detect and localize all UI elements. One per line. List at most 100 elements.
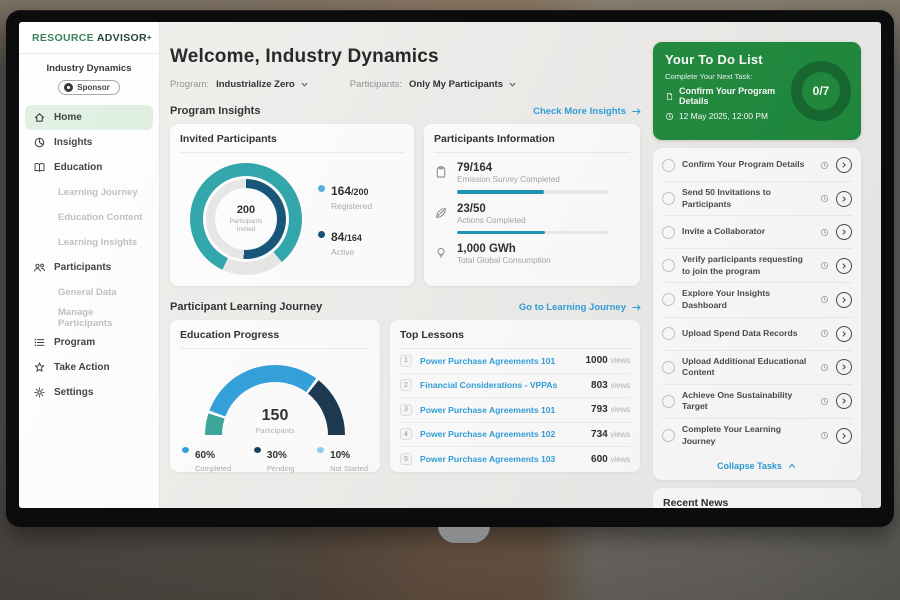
- participants-select-value: Only My Participants: [409, 79, 503, 90]
- completed-value: 60%: [195, 450, 216, 461]
- sidebar-item-label: Education: [54, 162, 103, 173]
- task-checkbox[interactable]: [662, 158, 675, 172]
- sidebar-item-learning-insights[interactable]: Learning Insights: [25, 230, 153, 255]
- clock-icon: [665, 112, 674, 121]
- task-row-explore-insights[interactable]: Explore Your Insights Dashboard: [662, 283, 852, 318]
- not-started-label: Not Started: [330, 464, 368, 473]
- active-dot-icon: [318, 230, 325, 238]
- registered-dot-icon: [318, 184, 325, 192]
- chevron-right-icon: [840, 330, 848, 338]
- education-icon: [33, 161, 46, 174]
- sidebar-item-label: Learning Insights: [58, 237, 138, 248]
- active-value: 84: [331, 229, 345, 244]
- org-name: Industry Dynamics: [46, 63, 132, 74]
- task-go-button[interactable]: [836, 224, 852, 241]
- legend-pending: 30% Pending: [253, 445, 295, 473]
- task-go-button[interactable]: [836, 359, 852, 376]
- brand-logo: RESOURCE ADVISOR +: [19, 22, 159, 54]
- sidebar-item-label: Home: [54, 112, 82, 123]
- task-checkbox[interactable]: [662, 192, 675, 206]
- check-more-insights-link[interactable]: Check More Insights: [533, 106, 642, 117]
- dashboard-screen: RESOURCE ADVISOR + Industry Dynamics Spo…: [19, 22, 881, 508]
- sidebar-item-label: Manage Participants: [58, 306, 113, 329]
- sidebar-item-settings[interactable]: Settings: [25, 380, 153, 405]
- lesson-link[interactable]: Power Purchase Agreements 101: [420, 404, 556, 415]
- task-go-button[interactable]: [836, 291, 852, 308]
- todo-task-list: Confirm Your Program Details Send 50 Inv…: [653, 148, 861, 481]
- completed-dot-icon: [182, 447, 189, 453]
- sidebar-item-manage-participants[interactable]: Manage Participants: [25, 305, 153, 330]
- go-to-learning-journey-link[interactable]: Go to Learning Journey: [519, 302, 642, 313]
- task-go-button[interactable]: [836, 427, 852, 444]
- sidebar-item-label: Education Content: [58, 212, 143, 223]
- lesson-link[interactable]: Power Purchase Agreements 101: [420, 355, 556, 366]
- invited-donut-inner: 200 Participants Invited: [206, 179, 286, 259]
- lesson-rank: 5: [400, 453, 412, 466]
- sidebar-item-learning-journey[interactable]: Learning Journey: [25, 180, 153, 205]
- program-icon: [33, 336, 46, 349]
- task-label: Upload Additional Educational Content: [682, 355, 807, 378]
- task-row-upload-educational-content[interactable]: Upload Additional Educational Content: [662, 351, 852, 385]
- task-checkbox[interactable]: [662, 259, 675, 273]
- sidebar-item-take-action[interactable]: Take Action: [25, 355, 153, 380]
- invited-participants-card: Invited Participants 200 Participants In…: [170, 124, 414, 286]
- not-started-value: 10%: [330, 450, 351, 461]
- task-go-button[interactable]: [836, 190, 852, 207]
- program-insights-header: Program Insights Check More Insights: [170, 105, 642, 117]
- clock-icon: [820, 295, 829, 304]
- task-checkbox[interactable]: [662, 293, 675, 307]
- registered-label: Registered: [331, 200, 373, 211]
- todo-summary-card: Your To Do List Complete Your Next Task:…: [653, 42, 861, 140]
- task-row-achieve-target[interactable]: Achieve One Sustainability Target: [662, 385, 852, 419]
- clock-icon: [820, 397, 829, 406]
- task-row-confirm-program[interactable]: Confirm Your Program Details: [662, 149, 852, 182]
- lesson-rank: 3: [400, 403, 412, 416]
- task-row-verify-participants[interactable]: Verify participants requesting to join t…: [662, 249, 852, 284]
- pending-dot-icon: [253, 447, 261, 453]
- task-go-button[interactable]: [836, 157, 852, 173]
- program-select[interactable]: Industrialize Zero: [216, 79, 309, 90]
- sidebar-item-education-content[interactable]: Education Content: [25, 205, 153, 230]
- chevron-right-icon: [840, 363, 848, 371]
- sidebar-item-program[interactable]: Program: [25, 330, 153, 355]
- task-checkbox[interactable]: [662, 394, 675, 408]
- sidebar-item-home[interactable]: Home: [25, 105, 153, 130]
- task-row-upload-spend-data[interactable]: Upload Spend Data Records: [662, 318, 852, 351]
- task-checkbox[interactable]: [662, 429, 675, 443]
- task-label: Complete Your Learning Journey: [682, 423, 781, 446]
- collapse-tasks-label: Collapse Tasks: [717, 460, 782, 471]
- task-go-button[interactable]: [836, 257, 852, 274]
- task-go-button[interactable]: [836, 393, 852, 410]
- sidebar-item-general-data[interactable]: General Data: [25, 280, 153, 305]
- lesson-link[interactable]: Financial Considerations - VPPAs: [420, 380, 558, 391]
- pending-label: Pending: [266, 464, 295, 473]
- lesson-link[interactable]: Power Purchase Agreements 103: [420, 454, 556, 465]
- participants-select[interactable]: Only My Participants: [409, 79, 517, 90]
- stat-progress-fill: [457, 230, 546, 234]
- task-row-send-invitations[interactable]: Send 50 Invitations to Participants: [662, 182, 852, 217]
- todo-subtitle: Complete Your Next Task:: [665, 72, 753, 81]
- task-checkbox[interactable]: [662, 360, 675, 374]
- task-go-button[interactable]: [836, 325, 852, 342]
- task-checkbox[interactable]: [662, 225, 675, 239]
- task-row-complete-learning-journey[interactable]: Complete Your Learning Journey: [662, 419, 852, 452]
- lesson-link[interactable]: Power Purchase Agreements 102: [420, 429, 556, 440]
- sidebar-item-label: Settings: [54, 387, 94, 398]
- todo-progress-ring: 0/7: [791, 61, 851, 121]
- legend-completed: 60% Completed: [182, 445, 231, 473]
- chevron-down-icon: [508, 80, 517, 89]
- chevron-right-icon: [840, 161, 848, 169]
- task-row-invite-collaborator[interactable]: Invite a Collaborator: [662, 216, 852, 250]
- lesson-rank: 4: [400, 428, 412, 441]
- clock-icon: [820, 363, 829, 372]
- gauge-center-value: 150: [261, 407, 289, 424]
- sidebar-item-insights[interactable]: Insights: [25, 130, 153, 155]
- collapse-tasks-button[interactable]: Collapse Tasks: [662, 452, 852, 479]
- sidebar: RESOURCE ADVISOR + Industry Dynamics Spo…: [19, 22, 160, 508]
- gauge-center-label: Participants: [255, 426, 295, 435]
- todo-title: Your To Do List: [665, 52, 763, 67]
- task-label: Invite a Collaborator: [682, 226, 766, 237]
- sidebar-item-education[interactable]: Education: [25, 155, 153, 180]
- task-checkbox[interactable]: [662, 327, 675, 341]
- sidebar-item-participants[interactable]: Participants: [25, 255, 153, 280]
